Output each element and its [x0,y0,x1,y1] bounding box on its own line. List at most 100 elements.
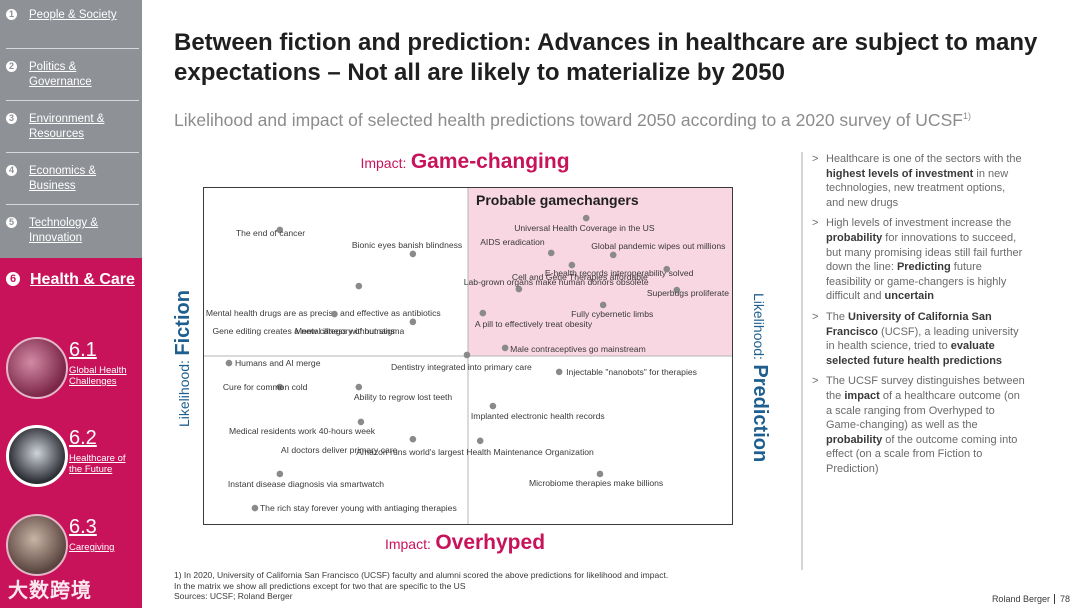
data-point-label: Universal Health Coverage in the US [514,223,655,233]
note-text: The [826,310,849,323]
sidebar-item-label: Politics & Governance [29,61,92,88]
data-point [357,418,365,426]
data-point-label: The rich stay forever young with antiagi… [260,503,457,513]
data-point [476,437,484,445]
divider [6,152,139,153]
divider [801,152,803,570]
footnote: 1) In 2020, University of California San… [174,570,774,602]
data-point-label: Amazon runs world's largest Health Maint… [356,447,594,457]
footnote-marker: 1) [962,111,971,122]
thumbnail-image [6,337,68,399]
subsection-number: 6.2 [69,427,97,449]
data-point [547,249,555,257]
likelihood-axis-left-label: Likelihood: Fiction [172,290,200,427]
note-emphasis: Predicting [896,261,951,274]
note-emphasis: probability [826,231,883,244]
data-point-label: Ability to regrow lost teeth [354,392,453,402]
bullet-marker: > [812,153,819,165]
data-point-label: Cell and Gene Therapies affordable [512,272,648,282]
data-point [515,285,523,293]
data-point-label: Medical residents work 40-hours week [229,426,376,436]
data-point-label: E-health records interoperability solved [545,268,694,278]
sidebar-item-label: Environment & Resources [29,113,105,140]
subsection-6-2[interactable]: 6.2 Healthcare of the Future [6,425,138,505]
section-number-badge: 5 [6,217,17,228]
data-point [331,310,338,318]
data-point [663,265,671,273]
impact-prefix: Impact: [384,536,431,552]
data-point [409,435,417,443]
subsection-number: 6.3 [69,516,97,538]
data-point-label: AIDS eradication [480,237,545,247]
sidebar-item-label: Economics & Business [29,165,97,192]
data-point-label: The end of cancer [236,228,305,238]
data-point [225,359,233,367]
likelihood-impact-matrix: Probable gamechangers The end of cancer Bi… [203,187,733,525]
subsection-label: Global Health Challenges [69,365,127,387]
sidebar: 1 People & Society 2 Politics & Governan… [0,0,142,608]
data-point [409,318,417,326]
note-item: > The UCSF survey distinguishes between t… [812,374,1026,476]
section-number-badge: 4 [6,165,17,176]
impact-game-changing: Game-changing [410,150,570,173]
data-point-label: A pill to effectively treat obesity [475,319,593,329]
impact-axis-bottom-label: Impact: Overhyped [300,531,630,555]
likelihood-fiction: Fiction [172,290,194,356]
impact-prefix: Impact: [360,155,407,171]
section-number-badge: 6 [6,272,20,286]
data-point-label: Injectable "nanobots" for therapies [566,367,697,377]
likelihood-prefix: Likelihood: [751,293,767,360]
data-point [609,251,617,259]
section-number-badge: 1 [6,9,17,20]
chart-frame [203,187,733,525]
subsection-6-1[interactable]: 6.1 Global Health Challenges [6,337,138,417]
subsection-label: Caregiving [69,542,115,553]
data-point-label: Mental health drugs are as precise and e… [206,308,441,318]
data-point-label: Lab-grown organs make human donors obsol… [464,277,649,287]
data-point [596,470,604,478]
section-number-badge: 3 [6,113,17,124]
note-text: The UCSF survey distinguishes between th… [826,375,1025,402]
quadrant-label: Probable gamechangers [476,192,639,208]
subsection-number: 6.1 [69,339,97,361]
sidebar-item-label: Health & Care [30,271,135,288]
note-item: > High levels of investment increase the … [812,216,1026,304]
note-text: Healthcare is one of the sectors with th… [826,153,1022,165]
watermark-logo: 大数跨境 [8,580,92,602]
bullet-marker: > [812,310,819,323]
page-number: 78 [1053,594,1070,604]
data-point [555,368,563,376]
data-point [673,286,681,294]
subtitle-text: Likelihood and impact of selected health… [174,110,963,130]
divider [6,48,139,49]
data-point [355,282,363,290]
data-point-label: Dentistry integrated into primary care [391,362,532,372]
bullet-marker: > [812,375,819,388]
data-point-label: Mental illness without stigma [295,326,405,336]
impact-overhyped: Overhyped [435,531,546,554]
subsection-label: Healthcare of the Future [69,453,126,475]
divider [6,100,139,101]
data-point-label: Cure for common cold [223,382,308,392]
section-number-badge: 2 [6,61,17,72]
data-point [355,383,363,391]
highlight-quadrant [468,187,733,356]
note-emphasis: evaluate selected future health predicti… [826,340,1003,367]
subsection-6-3[interactable]: 6.3 Caregiving [6,514,138,594]
data-point-label: Microbiome therapies make billions [529,478,663,488]
data-point [568,261,576,269]
thumbnail-image [6,514,68,576]
note-text: (UCSF), a leading university in health s… [826,325,1019,353]
note-text: for innovations to succeed, but many pro… [826,231,1023,274]
data-point-label: Superbugs proliferate [647,288,729,298]
note-emphasis: probability [826,433,883,446]
likelihood-prediction: Prediction [749,364,771,463]
data-point [501,344,509,352]
likelihood-axis-right-label: Likelihood: Prediction [741,293,771,462]
sidebar-item-label: People & Society [29,9,117,21]
data-point [409,250,417,258]
data-point-label: Humans and AI merge [235,358,321,368]
data-point [276,226,284,234]
divider [6,204,139,205]
